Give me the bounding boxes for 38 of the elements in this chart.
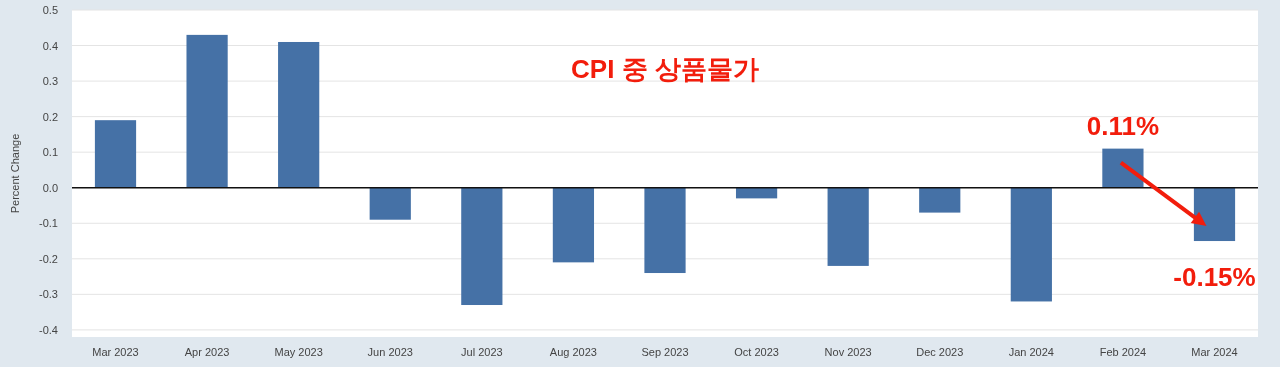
y-tick-label: 0.2 — [42, 110, 58, 123]
x-tick-label: Feb 2024 — [1099, 346, 1147, 358]
text: CPI 중 상품물가 — [571, 54, 759, 84]
bar — [1010, 187, 1052, 302]
x-tick-label: Sep 2023 — [641, 346, 689, 358]
data-label: 0.11% — [1086, 110, 1160, 141]
x-tick-label: Jan 2024 — [1008, 346, 1054, 358]
bar — [644, 187, 686, 274]
bar — [735, 187, 778, 199]
y-tick-label: 0.5 — [42, 4, 58, 16]
bar — [94, 120, 137, 188]
data-label: -0.15% — [1173, 262, 1256, 293]
x-tick-label: Dec 2023 — [916, 346, 964, 358]
y-tick-label: 0.4 — [42, 39, 58, 52]
bar — [919, 187, 961, 213]
x-tick-label: Aug 2023 — [549, 346, 597, 358]
y-tick-label: 0.0 — [42, 181, 58, 194]
bar — [827, 187, 869, 266]
y-tick-label: 0.3 — [42, 75, 58, 88]
bar — [461, 187, 503, 306]
x-tick-label: Jun 2023 — [367, 346, 413, 358]
x-tick-label: Apr 2023 — [184, 346, 230, 358]
y-tick-label: -0.4 — [39, 323, 58, 336]
y-tick-label: 0.1 — [42, 146, 58, 159]
y-tick-label: -0.1 — [39, 217, 58, 230]
bar — [186, 34, 228, 188]
x-tick-label: Mar 2023 — [92, 346, 139, 358]
x-tick-label: Nov 2023 — [824, 346, 872, 358]
y-tick-label: -0.2 — [39, 252, 58, 265]
x-tick-label: May 2023 — [274, 346, 323, 358]
x-tick-label: Oct 2023 — [734, 346, 779, 358]
x-tick-label: Jul 2023 — [461, 346, 503, 358]
x-tick-label: Mar 2024 — [1191, 346, 1238, 358]
bar — [278, 41, 320, 188]
bar — [369, 187, 411, 220]
y-axis-title: Percent Change — [9, 133, 21, 214]
y-tick-label: -0.3 — [39, 288, 58, 301]
bar — [552, 187, 595, 263]
